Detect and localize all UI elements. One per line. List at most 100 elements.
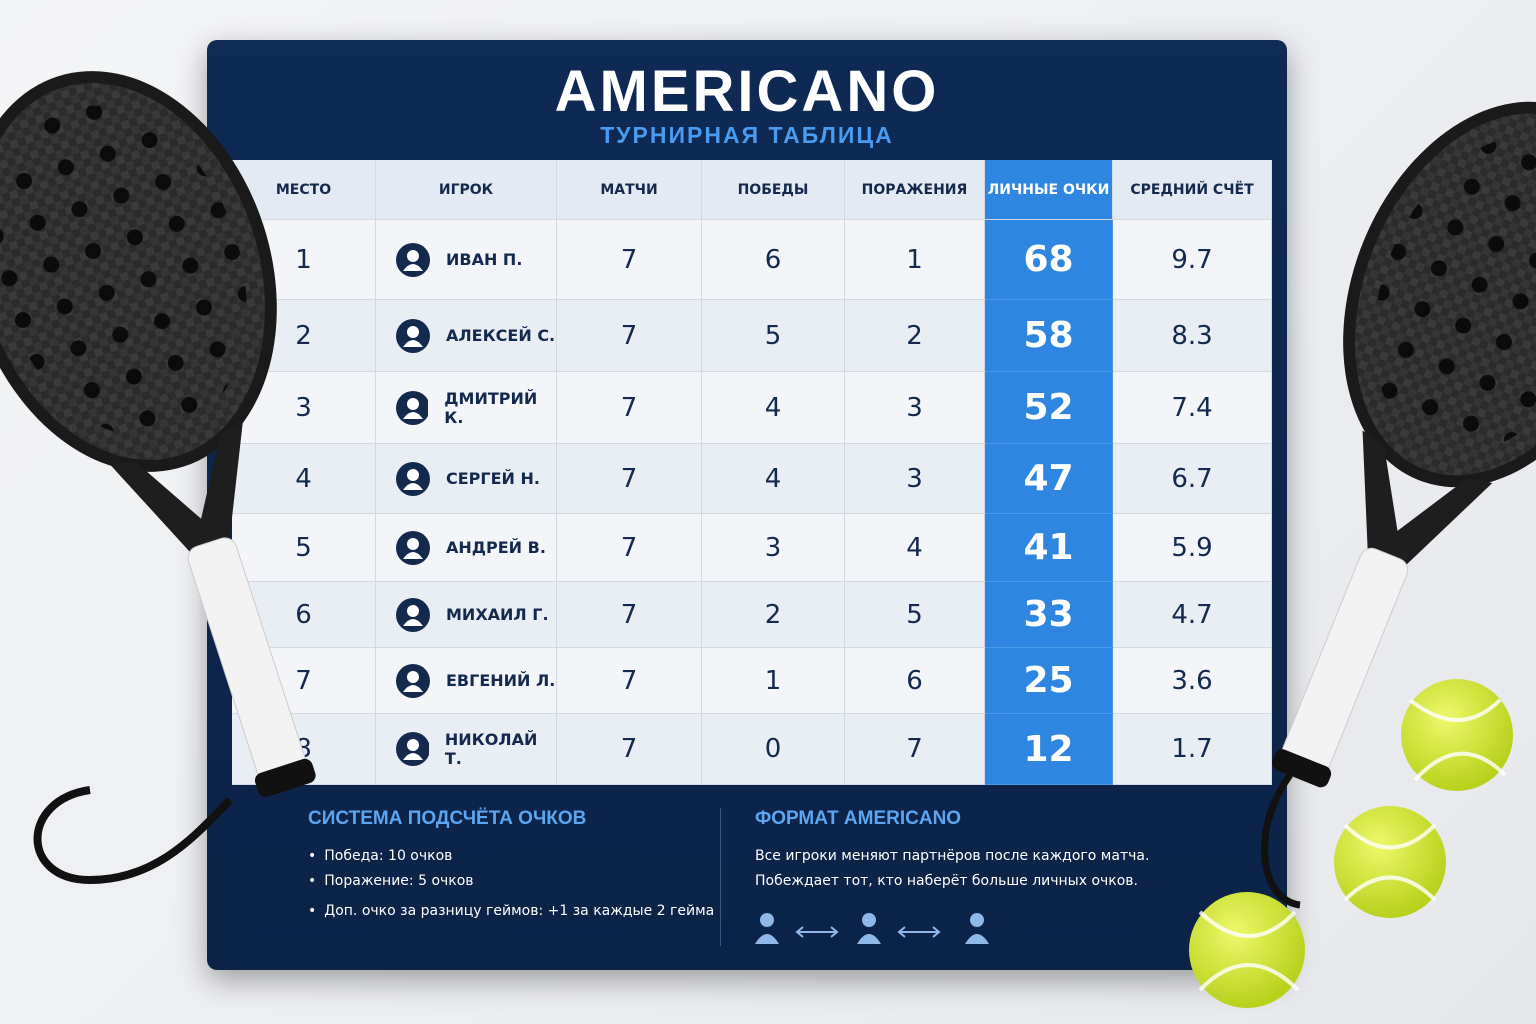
cell-text: 6.7 [1171,463,1213,494]
cell-text: 3 [906,463,923,494]
cell-text: ПОБЕДЫ [737,181,809,198]
cell-text: МЕСТО [275,181,332,198]
cell-text: 0 [764,734,782,764]
cell-text: ИВАН П. [446,250,523,269]
losses-cell: 3 [845,444,985,514]
avatar-icon [396,530,430,565]
scoring-item: Доп. очко за разницу геймов: +1 за кажды… [308,903,714,919]
column-header: МАТЧИ [557,160,702,220]
format-line: Все игроки меняют партнёров после каждог… [755,848,1149,864]
place-cell: 4 [232,444,376,514]
player-cell: ДМИТРИЙ К. [376,372,557,444]
average-cell: 3.6 [1113,648,1272,714]
cell-text: АЛЕКСЕЙ С. [446,326,556,345]
cell-text: 7 [620,320,638,351]
average-cell: 5.9 [1113,514,1272,582]
cell-text: 4 [764,463,782,494]
place-cell: 1 [232,220,376,300]
cell-text: СЕРГЕЙ Н. [446,469,540,488]
cell-text: ПОРАЖЕНИЯ [861,181,968,198]
cell-text: 3.6 [1171,665,1213,696]
place-cell: 7 [232,648,376,714]
cell-text: 7 [620,532,638,563]
column-header: МЕСТО [232,160,376,220]
points-cell: 68 [985,220,1113,300]
cell-text: 7 [620,392,638,423]
points-cell: 52 [985,372,1113,444]
player-cell: МИХАИЛ Г. [376,582,557,648]
format-text: Все игроки меняют партнёров после каждог… [755,848,1149,889]
place-cell: 2 [232,300,376,372]
scoring-section: СИСТЕМА ПОДСЧЁТА ОЧКОВ Победа: 10 очковП… [308,808,714,928]
losses-cell: 7 [845,714,985,785]
cell-text: 6 [295,599,312,630]
cell-text: 41 [1023,527,1074,568]
cell-text: 3 [764,532,782,563]
cell-text: 7 [620,244,638,275]
divider [720,808,721,946]
points-cell: 33 [985,582,1113,648]
cell-text: 8 [295,734,312,764]
cell-text: 2 [295,320,312,351]
cell-text: МИХАИЛ Г. [446,605,549,624]
points-cell: 41 [985,514,1113,582]
cell-text: Доп. очко за разницу геймов: +1 за кажды… [324,903,715,919]
wins-cell: 4 [702,372,845,444]
cell-text: ЛИЧНЫЕ ОЧКИ [987,181,1110,198]
points-cell: 25 [985,648,1113,714]
place-cell: 5 [232,514,376,582]
column-header: СРЕДНИЙ СЧЁТ [1113,160,1272,220]
cell-text: 2 [906,320,923,351]
losses-cell: 4 [845,514,985,582]
player-cell: АНДРЕЙ В. [376,514,557,582]
rotation-icons [755,913,989,944]
cell-text: 7 [906,734,923,764]
place-cell: 8 [232,714,376,785]
losses-cell: 1 [845,220,985,300]
average-cell: 1.7 [1113,714,1272,785]
cell-text: 25 [1023,660,1074,701]
points-cell: 12 [985,714,1113,785]
losses-cell: 3 [845,372,985,444]
cell-text: ЕВГЕНИЙ Л. [446,671,556,690]
cell-text: 7 [620,734,638,764]
cell-text: 1 [295,244,312,275]
column-header: ЛИЧНЫЕ ОЧКИ [985,160,1113,220]
format-line: Побеждает тот, кто наберёт больше личных… [755,873,1149,889]
wins-cell: 3 [702,514,845,582]
cell-text: Побеждает тот, кто наберёт больше личных… [755,873,1139,889]
cell-text: 7 [620,665,638,696]
place-cell: 6 [232,582,376,648]
average-cell: 6.7 [1113,444,1272,514]
cell-text: 4 [295,463,312,494]
losses-cell: 6 [845,648,985,714]
cell-text: Победа: 10 очков [324,848,453,864]
wins-cell: 0 [702,714,845,785]
format-section: ФОРМАТ AMERICANO Все игроки меняют партн… [755,808,1149,954]
avatar-icon [396,390,429,425]
cell-text: Все игроки меняют партнёров после каждог… [755,848,1150,864]
wins-cell: 1 [702,648,845,714]
cell-text: 4 [764,392,782,423]
losses-cell: 5 [845,582,985,648]
matches-cell: 7 [557,514,702,582]
cell-text: 1.7 [1171,734,1213,764]
cell-text: 7 [620,599,638,630]
cell-text: 5 [295,532,312,563]
avatar-icon [396,242,430,277]
matches-cell: 7 [557,444,702,514]
matches-cell: 7 [557,300,702,372]
average-cell: 9.7 [1113,220,1272,300]
cell-text: Поражение: 5 очков [324,873,474,889]
place-cell: 3 [232,372,376,444]
cell-text: 6 [764,244,782,275]
cell-text: АНДРЕЙ В. [446,538,546,557]
cell-text: 4 [906,532,923,563]
column-header: ПОРАЖЕНИЯ [845,160,985,220]
matches-cell: 7 [557,372,702,444]
matches-cell: 7 [557,714,702,785]
matches-cell: 7 [557,582,702,648]
player-cell: НИКОЛАЙ Т. [376,714,557,785]
avatar-icon [396,597,430,632]
